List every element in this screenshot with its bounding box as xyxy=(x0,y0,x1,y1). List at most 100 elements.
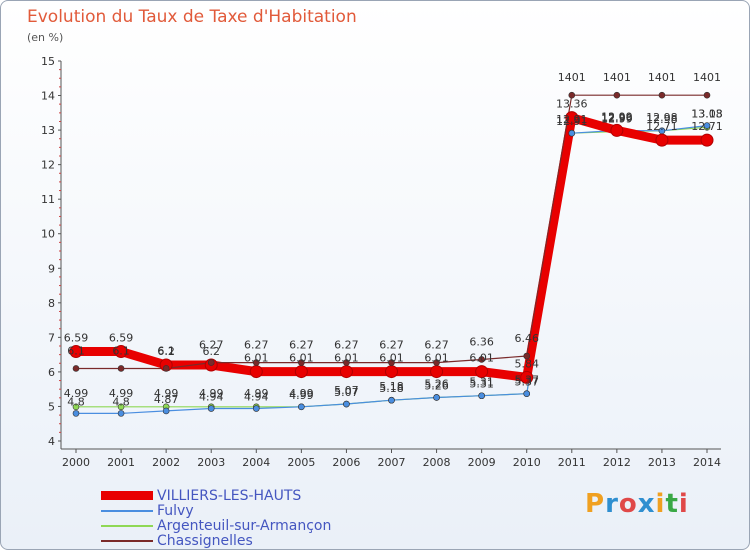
y-tick-label: 12 xyxy=(41,159,55,172)
data-point xyxy=(703,122,711,129)
data-label: 6.27 xyxy=(244,339,269,352)
data-point xyxy=(162,407,170,415)
data-label: 12.96 xyxy=(601,111,633,124)
data-point xyxy=(475,365,489,379)
data-label: 12.91 xyxy=(556,115,588,128)
chart-axes: 4 5 6 7 8 9 10 11 12 13 14 15 2000 2001 2002 2003 2004 20… xyxy=(41,55,721,469)
series-line-3 xyxy=(76,94,707,370)
x-tick-label: 2001 xyxy=(107,456,135,469)
data-point xyxy=(523,352,531,360)
data-point xyxy=(207,359,215,366)
data-label: 6.36 xyxy=(469,335,494,348)
data-label: 4.94 xyxy=(244,391,269,404)
data-point xyxy=(388,396,395,404)
x-tick-label: 2010 xyxy=(513,456,541,469)
data-label: 5.18 xyxy=(379,380,404,393)
legend-swatch-fulvy xyxy=(101,510,153,512)
data-point xyxy=(610,123,624,137)
x-tick-label: 2011 xyxy=(558,456,586,469)
data-label: 6.01 xyxy=(289,352,314,365)
data-label: 6.59 xyxy=(64,332,89,345)
data-label: 4.99 xyxy=(244,387,269,400)
data-label: 6.27 xyxy=(199,339,224,352)
data-label: 5.37 xyxy=(514,374,539,387)
data-label: 12.71 xyxy=(691,120,723,133)
data-label: 12.99 xyxy=(601,110,633,123)
x-tick-label: 2008 xyxy=(423,456,451,469)
data-label: 4.99 xyxy=(64,387,89,400)
y-tick-label: 7 xyxy=(48,331,55,344)
data-label: 6.01 xyxy=(424,352,449,365)
data-label: 4.87 xyxy=(154,393,179,406)
data-label: 6.1 xyxy=(157,344,175,357)
data-point xyxy=(700,133,714,147)
data-label: 5.31 xyxy=(469,378,494,391)
logo-letter: i xyxy=(655,489,666,519)
data-label: 4.94 xyxy=(199,391,224,404)
data-label: 6.2 xyxy=(157,345,175,358)
data-point xyxy=(430,365,444,379)
y-tick-label: 11 xyxy=(41,193,55,206)
data-point xyxy=(252,359,260,366)
data-point xyxy=(523,390,531,397)
x-tick-label: 2009 xyxy=(468,456,496,469)
data-label: 6.01 xyxy=(469,352,494,365)
data-label: 6.59 xyxy=(109,332,134,345)
data-point xyxy=(478,356,485,363)
data-point xyxy=(249,365,263,379)
data-label: 6.01 xyxy=(244,352,269,365)
data-label: 1401 xyxy=(693,71,721,84)
data-point xyxy=(252,405,260,412)
data-point xyxy=(385,365,398,379)
data-point xyxy=(117,410,125,417)
data-point xyxy=(520,370,534,384)
data-label: 6.01 xyxy=(334,352,359,365)
data-point xyxy=(298,403,305,411)
data-label: 5.31 xyxy=(469,376,494,389)
legend-label-argenteuil: Argenteuil-sur-Armançon xyxy=(157,518,332,534)
data-point xyxy=(568,91,576,99)
data-label: 1401 xyxy=(558,71,586,84)
data-point xyxy=(339,365,353,379)
data-point xyxy=(117,403,125,411)
data-label: 6.27 xyxy=(379,339,404,352)
data-point xyxy=(162,365,170,372)
x-tick-label: 2002 xyxy=(152,456,180,469)
data-label: 5.84 xyxy=(514,357,539,370)
data-point xyxy=(703,91,711,99)
x-tick-label: 2014 xyxy=(693,456,721,469)
y-tick-label: 5 xyxy=(48,400,55,413)
data-label: 13.08 xyxy=(691,107,723,120)
chart-data-labels: 4.99 4.99 4.99 4.99 4.99 4.99 5.07 5.18 5.26 5.31… xyxy=(64,71,723,408)
data-label: 1401 xyxy=(648,71,676,84)
x-tick-label: 2003 xyxy=(197,456,225,469)
data-point xyxy=(294,365,308,379)
data-label: 12.99 xyxy=(601,112,633,125)
data-label: 4.99 xyxy=(154,387,179,400)
data-label: 5.26 xyxy=(424,379,449,392)
data-point xyxy=(565,111,579,125)
x-tick-label: 2013 xyxy=(648,456,676,469)
y-tick-label: 6 xyxy=(48,366,55,379)
y-tick-label: 4 xyxy=(48,435,55,448)
logo-letter: r xyxy=(605,489,619,519)
data-point xyxy=(69,345,83,359)
data-point xyxy=(207,405,215,412)
data-point xyxy=(72,365,80,372)
y-tick-label: 15 xyxy=(41,55,55,68)
y-tick-label: 8 xyxy=(48,297,55,310)
data-point xyxy=(388,359,395,366)
data-label: 5.26 xyxy=(424,377,449,390)
y-tick-label: 9 xyxy=(48,262,55,275)
x-tick-label: 2005 xyxy=(287,456,315,469)
data-point xyxy=(114,345,128,359)
x-tick-label: 2004 xyxy=(242,456,270,469)
legend-swatch-villiers xyxy=(101,491,153,500)
logo-letter: t xyxy=(665,489,679,519)
data-label: 13.13 xyxy=(691,108,723,121)
legend-swatch-argenteuil xyxy=(101,525,153,527)
chart-subtitle: (en %) xyxy=(27,31,64,44)
legend-label-villiers: VILLIERS-LES-HAUTS xyxy=(157,488,302,504)
x-tick-label: 2012 xyxy=(603,456,631,469)
